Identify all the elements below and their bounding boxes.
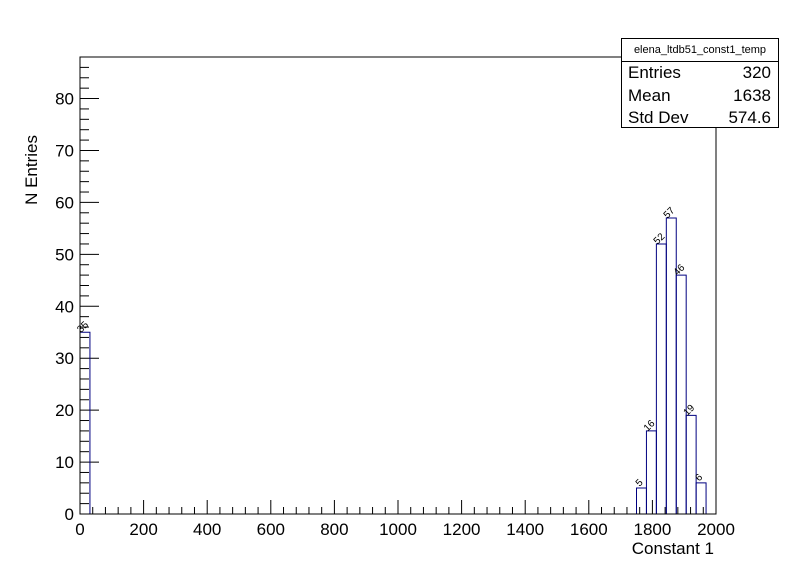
x-tick-label: 2000 [697,520,735,539]
stats-row-stddev: Std Dev 574.6 [622,107,778,130]
stats-entries-label: Entries [628,63,681,82]
stats-box: elena_ltdb51_const1_temp Entries 320 Mea… [621,38,779,128]
bin-value-label: 46 [672,262,688,278]
y-tick-label: 20 [55,401,74,420]
x-tick-label: 1200 [443,520,481,539]
y-tick-label: 30 [55,349,74,368]
histogram-bin [655,243,667,514]
y-tick-label: 70 [55,141,74,160]
x-tick-label: 1000 [379,520,417,539]
y-axis-title: N Entries [22,135,41,205]
x-tick-label: 200 [129,520,157,539]
y-tick-label: 50 [55,245,74,264]
bin-value-label: 5 [634,477,646,489]
y-tick-label: 40 [55,297,74,316]
tick-labels: 0 200 400 600 800 1000 1200 1400 1600 1800 2000 0 10… [55,90,735,539]
stats-entries-value: 320 [742,63,771,82]
bin-value-label: 16 [642,418,658,434]
plot-frame [79,56,717,515]
histogram-bin [665,217,677,514]
bin-value-label: 35 [75,319,91,335]
x-tick-label: 800 [320,520,348,539]
bin-value-label: 52 [652,231,668,247]
y-tick-label: 0 [65,505,74,524]
y-tick-label: 80 [55,90,74,109]
stats-row-mean: Mean 1638 [622,85,778,108]
histogram-bin [645,430,657,514]
y-tick-label: 60 [55,193,74,212]
histogram-bin [79,331,91,514]
stats-title: elena_ltdb51_const1_temp [622,39,778,62]
bin-value-label: 57 [662,205,678,221]
x-tick-label: 0 [75,520,84,539]
axis-ticks [79,56,717,515]
x-tick-label: 400 [193,520,221,539]
x-axis-title: Constant 1 [632,539,714,558]
bin-value-label: 19 [682,402,698,418]
stats-mean-label: Mean [628,85,671,105]
stats-stddev-value: 574.6 [728,108,771,127]
y-tick-label: 10 [55,453,74,472]
histogram-bin [685,414,697,514]
stats-row-entries: Entries 320 [622,62,778,85]
x-tick-label: 1600 [570,520,608,539]
x-tick-label: 600 [257,520,285,539]
stats-stddev-label: Std Dev [628,108,689,127]
histogram-bars [79,217,707,514]
histogram-bin [636,487,647,514]
stats-mean-value: 1638 [733,85,771,105]
x-tick-label: 1800 [633,520,671,539]
histogram-bin [695,482,707,514]
histogram-bin [675,274,687,514]
x-tick-label: 1400 [506,520,544,539]
bin-value-label: 6 [693,472,705,484]
